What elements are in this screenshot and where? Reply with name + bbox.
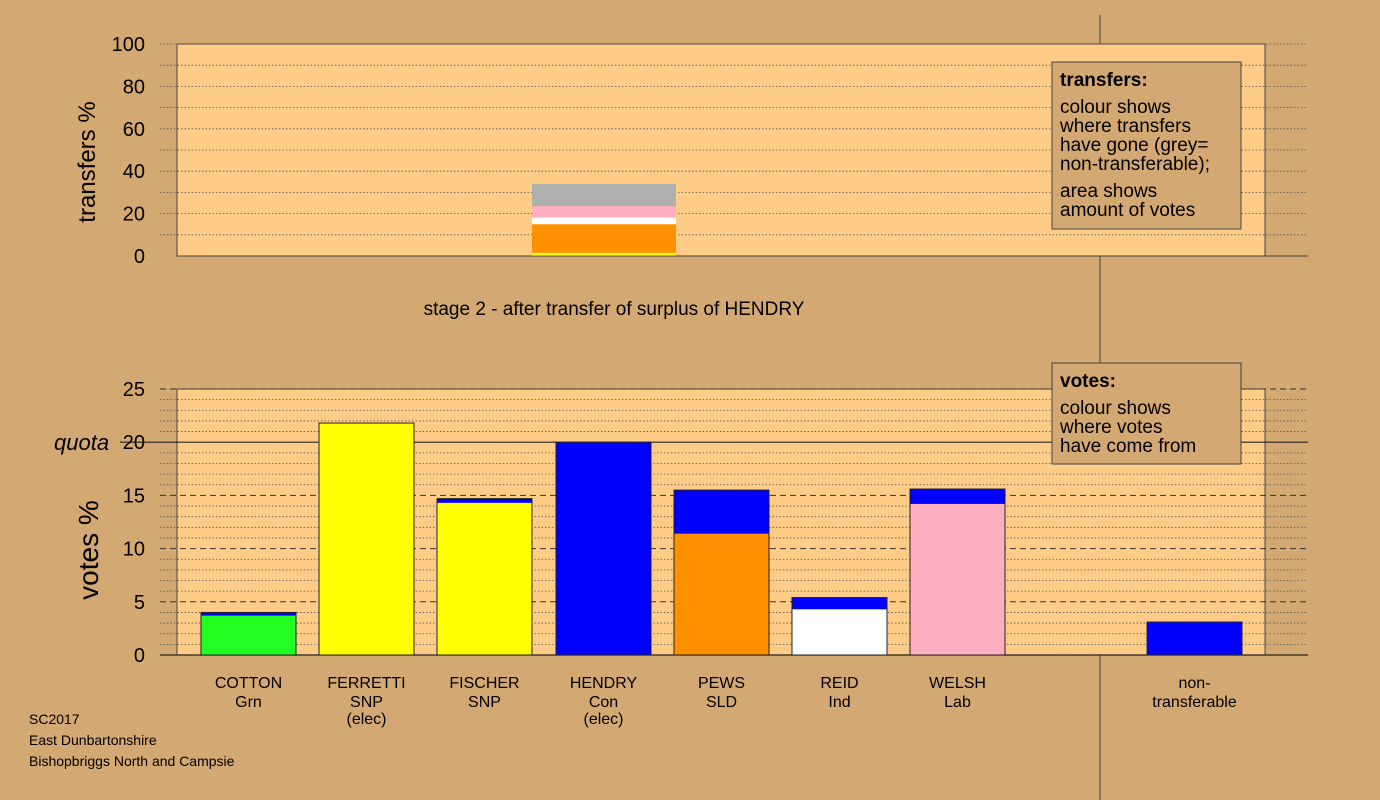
votes-bar-segment [1147,622,1242,655]
transfers-legend-line: where transfers [1059,116,1191,137]
votes-bar-outline [909,488,1006,656]
candidate-name-label: FISCHER [449,675,519,692]
candidate-party-label: SNP [468,694,501,711]
footer-election: SC2017 [29,711,80,727]
votes-legend-box [1051,362,1242,465]
votes-bar-segment [437,498,532,503]
votes-y-tick-label: 5 [134,592,145,614]
votes-y-tick-label: 20 [123,432,145,454]
votes-bar-outline [791,597,888,656]
candidate-name-label: FERRETTI [327,675,405,692]
stage-title: stage 2 - after transfer of surplus of H… [424,299,805,320]
votes-bar-segment [556,442,651,655]
transfers-y-tick-label: 20 [123,204,145,226]
votes-legend-line: have come from [1060,436,1196,457]
votes-y-tick-label: 15 [123,485,145,507]
votes-y-tick-label: 10 [123,539,145,561]
transfers-bar-segment [532,224,676,253]
candidate-party-label: Grn [235,694,262,711]
votes-bar-segment [674,490,769,534]
transfers-legend-line: amount of votes [1060,200,1195,221]
transfers-y-axis-label: transfers % [74,101,101,222]
candidate-name-label: PEWS [698,675,745,692]
votes-legend-line: where votes [1059,417,1162,438]
transfers-bar-segment [532,254,676,256]
votes-y-axis-label: votes % [73,500,104,600]
footer-ward: Bishopbriggs North and Campsie [29,753,235,769]
votes-bar-outline [555,441,652,656]
footer-council: East Dunbartonshire [29,732,157,748]
transfers-y-tick-label: 80 [123,76,145,98]
transfers-bar-segment [532,252,676,255]
transfers-bar-segment [532,206,676,218]
votes-legend-line: colour shows [1060,398,1171,419]
transfers-legend-box [1051,61,1242,230]
transfers-legend-line: area shows [1060,181,1157,202]
votes-bar-outline [200,611,297,656]
transfers-y-tick-label: 100 [112,34,145,56]
candidate-party-label: Con [589,694,618,711]
votes-bar-segment [792,609,887,655]
votes-bar-outline [318,422,415,656]
candidate-name-label: HENDRY [570,675,638,692]
quota-label: quota [54,430,109,455]
candidate-name-label: WELSH [929,675,986,692]
transfers-bar-segment [532,183,676,207]
votes-bar-segment [792,597,887,610]
nontransferable-label: transferable [1152,694,1237,711]
votes-bar-segment [437,502,532,655]
transfers-y-tick-label: 60 [123,119,145,141]
transfers-legend-line: have gone (grey= [1060,135,1208,156]
transfers-y-tick-label: 0 [134,246,145,268]
nontransferable-label: non- [1178,675,1210,692]
votes-bar-segment [201,615,296,655]
transfers-legend-title: transfers: [1060,70,1148,91]
candidate-party-label: Lab [944,694,971,711]
candidate-party-label: SLD [706,694,737,711]
votes-bar-segment [910,489,1005,504]
transfers-bar-segment [532,217,676,225]
votes-bar-outline [1146,621,1243,656]
candidate-party-label: SNP [350,694,383,711]
candidate-party-label: Ind [828,694,850,711]
votes-legend-title: votes: [1060,371,1116,392]
transfers-y-tick-label: 40 [123,161,145,183]
votes-y-tick-label: 0 [134,645,145,667]
candidate-status-label: (elec) [346,711,386,728]
candidate-status-label: (elec) [583,711,623,728]
votes-bar-outline [673,489,770,656]
candidate-name-label: COTTON [215,675,282,692]
transfers-legend-line: colour shows [1060,97,1171,118]
candidate-name-label: REID [820,675,858,692]
transfers-legend-line: non-transferable); [1060,154,1210,175]
votes-bar-segment [910,503,1005,655]
votes-bar-outline [436,498,533,656]
votes-y-tick-label: 25 [123,379,145,401]
votes-bar-segment [674,533,769,655]
votes-bar-segment [319,423,414,655]
votes-bar-segment [201,612,296,616]
